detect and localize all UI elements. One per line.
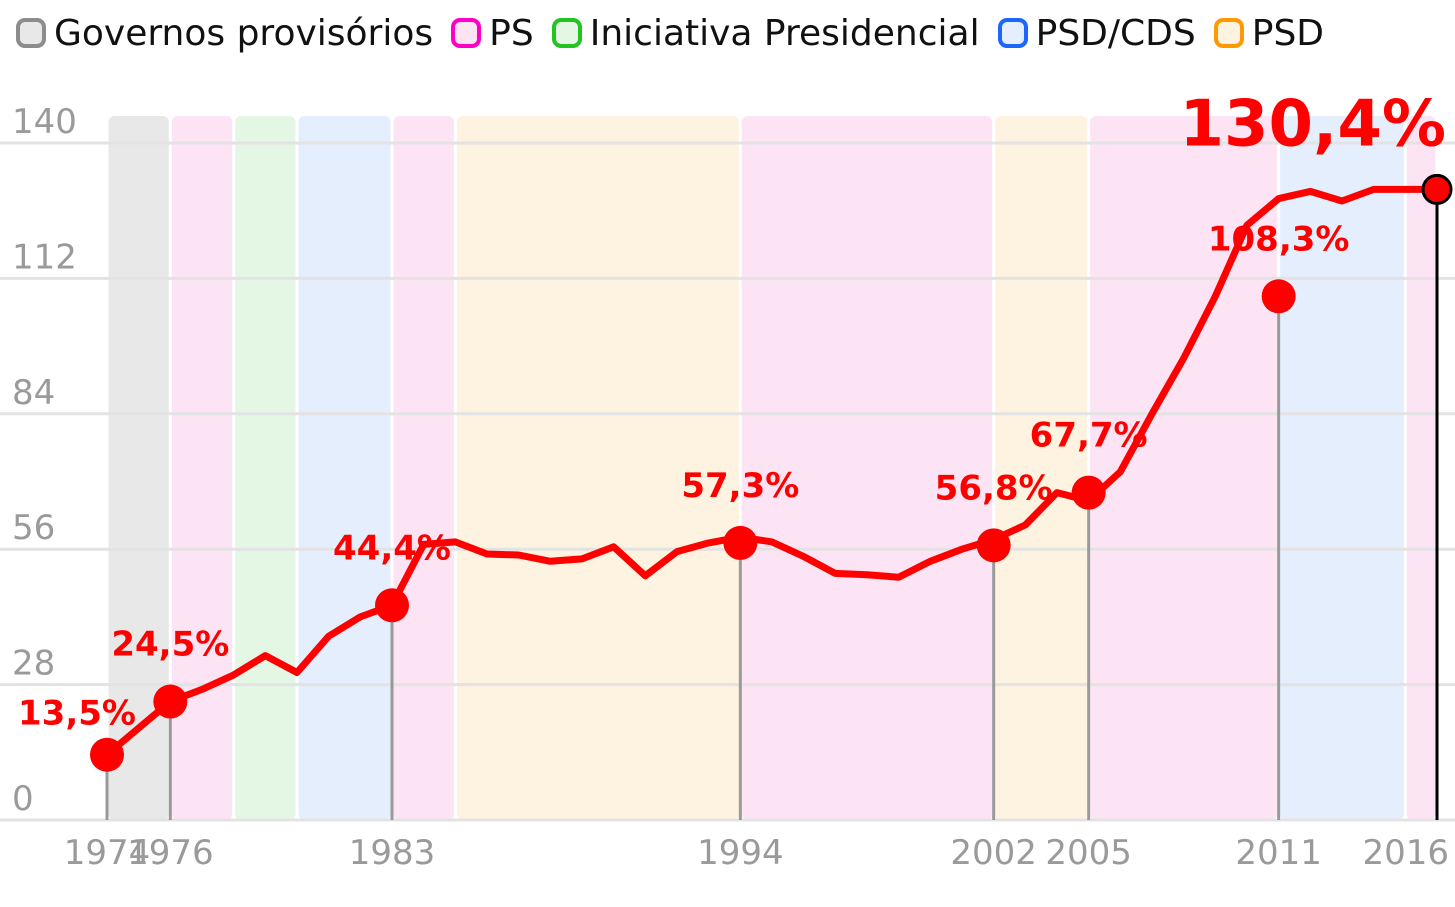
legend-label: Governos provisórios <box>54 12 434 54</box>
legend-item-psd-cds: PSD/CDS <box>997 12 1196 54</box>
y-tick-label: 112 <box>12 237 77 277</box>
period-band <box>456 116 739 820</box>
period-band <box>995 116 1088 820</box>
period-band <box>235 116 296 820</box>
highlight-marker <box>1261 279 1296 314</box>
legend-label: PSD <box>1251 12 1325 54</box>
period-band <box>1090 116 1278 820</box>
legend-item-psd: PSD <box>1213 12 1325 54</box>
legend-label: Iniciativa Presidencial <box>589 12 980 54</box>
legend-swatch <box>451 18 482 48</box>
x-tick-label: 2005 <box>1045 833 1132 873</box>
data-label: 108,3% <box>1208 219 1350 259</box>
y-tick-label: 84 <box>12 373 55 413</box>
y-tick-label: 140 <box>12 102 77 142</box>
x-tick-label: 2016 <box>1362 833 1449 873</box>
legend: Governos provisórios PS Iniciativa Presi… <box>16 8 1342 58</box>
highlight-marker <box>375 588 409 623</box>
legend-item-governos-provisorios: Governos provisórios <box>16 13 433 54</box>
period-band <box>393 116 454 820</box>
legend-swatch <box>1213 18 1244 48</box>
period-band <box>1280 116 1404 820</box>
highlight-marker <box>90 737 124 772</box>
x-tick-label: 2011 <box>1235 833 1322 873</box>
x-tick-label: 2002 <box>950 833 1037 873</box>
legend-label: PSD/CDS <box>1035 12 1196 54</box>
legend-swatch <box>16 18 46 48</box>
highlight-marker <box>1071 475 1106 510</box>
data-label: 57,3% <box>681 466 799 506</box>
highlight-marker-final <box>1421 173 1453 205</box>
x-tick-label: 1976 <box>127 833 214 873</box>
legend-item-ps: PS <box>451 13 534 54</box>
highlight-marker <box>153 684 188 719</box>
data-label: 44,4% <box>333 528 451 568</box>
period-band <box>298 116 391 820</box>
x-tick-label: 1994 <box>697 833 784 873</box>
data-label: 67,7% <box>1030 416 1148 456</box>
data-label: 56,8% <box>935 468 1053 508</box>
y-tick-label: 0 <box>12 779 34 819</box>
data-labels: 13,5% 24,5% 44,4% 57,3% 56,8% 67,7% 108,3% 130,… <box>18 87 1446 733</box>
x-tick-label: 1974 <box>64 833 151 873</box>
legend-item-iniciativa-presidencial: Iniciativa Presidencial <box>551 12 980 54</box>
government-period-bands <box>108 116 1436 820</box>
data-label: 24,5% <box>111 625 229 665</box>
period-band <box>171 116 233 820</box>
highlight-marker <box>723 525 758 560</box>
legend-swatch <box>997 18 1028 48</box>
gridlines <box>0 141 1455 822</box>
y-axis-tick-labels: 0 28 56 84 112 140 <box>12 102 77 819</box>
y-tick-label: 28 <box>12 644 55 684</box>
period-band <box>741 116 993 820</box>
legend-label: PS <box>489 12 534 54</box>
highlight-stems <box>105 189 1439 820</box>
data-label: 13,5% <box>18 694 136 734</box>
debt-series-line <box>103 185 1441 759</box>
legend-swatch <box>551 18 582 48</box>
period-band <box>1406 116 1436 820</box>
x-tick-label: 1983 <box>349 833 436 873</box>
y-tick-label: 56 <box>12 508 55 548</box>
data-label-final: 130,4% <box>1179 87 1446 161</box>
period-band <box>108 116 169 820</box>
highlight-marker <box>976 528 1011 563</box>
highlight-markers <box>90 173 1453 772</box>
